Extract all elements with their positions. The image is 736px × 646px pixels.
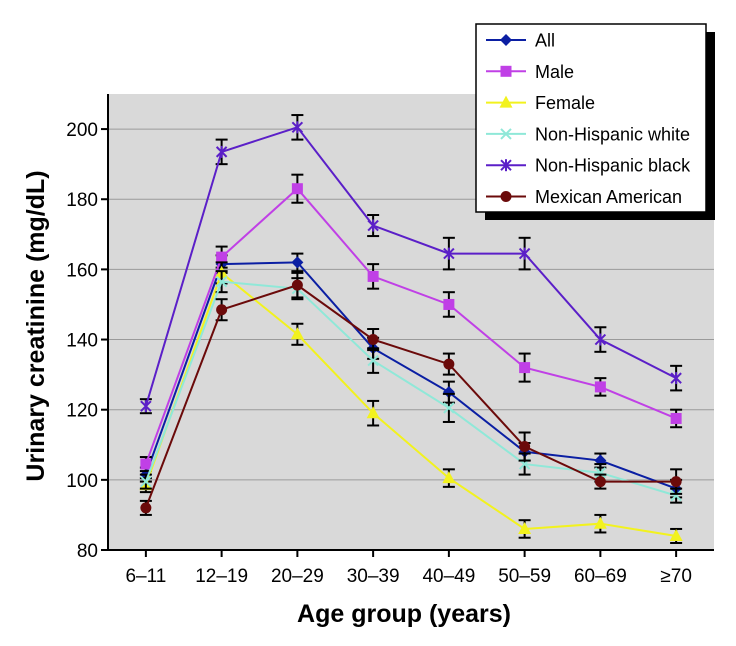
point-mexican-american: [594, 476, 606, 488]
point-non-hispanic-white-stroke: [140, 475, 152, 488]
point-non-hispanic-white: [594, 467, 607, 479]
y-tick-label: 100: [66, 471, 98, 492]
point-non-hispanic-white-stroke: [594, 467, 607, 479]
point-non-hispanic-black: [670, 372, 682, 385]
x-tick-label: 60–69: [574, 566, 627, 587]
point-mexican-american: [367, 334, 379, 346]
point-female: [669, 528, 683, 541]
point-mexican-american: [519, 441, 531, 453]
y-tick-label: 200: [66, 120, 98, 141]
legend-item-non-hispanic-white: Non-Hispanic white: [486, 124, 690, 144]
point-non-hispanic-black: [518, 247, 531, 260]
legend-marker-non-hispanic-white: [500, 128, 512, 140]
point-non-hispanic-white-stroke: [367, 354, 379, 367]
point-non-hispanic-black: [367, 219, 379, 232]
legend-label-mexican-american: Mexican American: [535, 187, 682, 207]
legend-box: [475, 23, 707, 213]
point-male: [519, 362, 531, 374]
x-tick-label: 40–49: [422, 566, 475, 587]
line-all: [144, 261, 677, 490]
point-male: [291, 183, 303, 195]
series-non-hispanic-black: [139, 114, 683, 415]
point-male: [216, 251, 228, 263]
point-non-hispanic-black: [443, 247, 455, 260]
legend-label-all: All: [535, 31, 555, 51]
x-axis-title: Age group (years): [297, 600, 511, 628]
point-non-hispanic-black: [140, 400, 152, 413]
legend-label-male: Male: [535, 62, 574, 82]
legend-label-non-hispanic-black: Non-Hispanic black: [535, 156, 691, 176]
point-mexican-american: [670, 476, 682, 488]
point-mexican-american: [291, 279, 303, 291]
x-tick-label: 50–59: [498, 566, 551, 587]
point-female: [593, 516, 607, 529]
point-female: [518, 521, 532, 534]
point-non-hispanic-white: [443, 402, 455, 414]
point-mexican-american: [443, 358, 455, 370]
point-non-hispanic-white: [670, 489, 682, 502]
point-mexican-american: [140, 502, 152, 514]
legend-marker-all: [500, 34, 512, 46]
y-axis-title: Urinary creatinine (mg/dL): [22, 170, 50, 481]
legend-marker-female: [499, 95, 513, 108]
x-tick-label: ≥70: [660, 566, 692, 587]
legend-item-non-hispanic-black: Non-Hispanic black: [486, 156, 691, 176]
point-non-hispanic-white-stroke: [670, 489, 682, 502]
point-non-hispanic-white: [140, 475, 152, 488]
axes: [107, 94, 714, 551]
point-non-hispanic-black: [215, 145, 228, 158]
legend: All Male Female Non-Hispanic white Non-Hispa…: [475, 23, 715, 220]
point-non-hispanic-white: [367, 354, 379, 367]
y-tick-label: 140: [66, 331, 98, 352]
point-all: [442, 386, 455, 399]
point-non-hispanic-black: [291, 121, 304, 134]
legend-item-male: Male: [486, 62, 574, 82]
point-non-hispanic-white-stroke: [215, 275, 228, 288]
point-male: [367, 270, 379, 282]
legend-item-mexican-american: Mexican American: [486, 187, 682, 207]
legend-marker-mexican-american: [500, 191, 512, 202]
legend-item-all: All: [486, 31, 555, 51]
legend-label-non-hispanic-white: Non-Hispanic white: [535, 124, 690, 144]
legend-marker-non-hispanic-white-stroke: [500, 128, 512, 140]
legend-items: All Male Female Non-Hispanic white Non-Hispa…: [486, 31, 691, 207]
point-female: [366, 406, 380, 419]
point-female: [442, 471, 456, 484]
x-tick-label: 12–19: [195, 566, 248, 587]
line-mexican-american: [144, 284, 677, 509]
point-male: [140, 458, 152, 470]
y-tick-label: 120: [66, 401, 98, 422]
y-ticks: 80 100 120 140 160 180 200: [66, 120, 108, 562]
point-non-hispanic-black: [594, 333, 607, 346]
point-non-hispanic-white-stroke: [443, 402, 455, 414]
point-male: [443, 298, 455, 310]
x-ticks: 6–11 12–19 20–29 30–39 40–49 50–59 60–69 ≥70: [125, 550, 692, 587]
x-tick-label: 20–29: [271, 566, 324, 587]
line-male: [144, 187, 677, 465]
point-male: [594, 381, 606, 393]
y-tick-label: 180: [66, 190, 98, 211]
line-non-hispanic-white: [144, 280, 677, 497]
y-tick-label: 160: [66, 260, 98, 281]
legend-label-female: Female: [535, 93, 595, 113]
line-non-hispanic-black: [144, 126, 677, 407]
point-male: [670, 412, 682, 424]
y-tick-label: 80: [77, 541, 98, 562]
point-non-hispanic-white: [215, 275, 228, 288]
point-female: [290, 327, 304, 340]
x-tick-label: 30–39: [347, 566, 400, 587]
point-all: [291, 256, 304, 269]
point-mexican-american: [216, 304, 228, 316]
series-mexican-american: [139, 271, 683, 516]
series-group: [139, 114, 683, 544]
legend-marker-male: [500, 65, 512, 77]
x-tick-label: 6–11: [125, 566, 166, 587]
series-non-hispanic-white: [139, 270, 683, 504]
legend-item-female: Female: [486, 93, 595, 113]
legend-marker-non-hispanic-black: [500, 159, 512, 172]
series-male: [139, 173, 683, 473]
